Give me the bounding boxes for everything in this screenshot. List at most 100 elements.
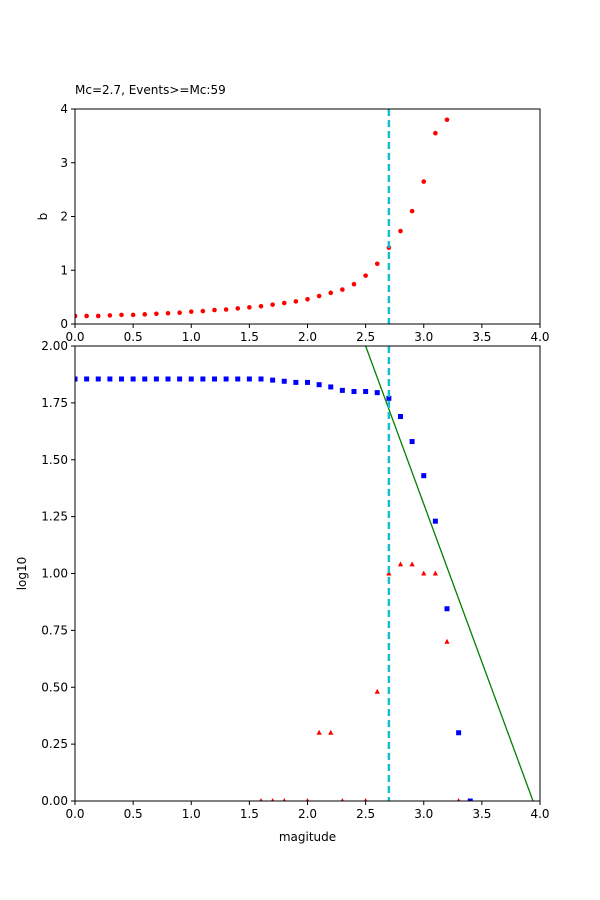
data-point-circle [340,287,345,292]
data-point-circle [235,306,241,311]
y-tick-label: 1.25 [41,510,68,524]
data-point-circle [281,300,287,306]
x-tick-label: 2.5 [356,807,375,821]
data-point-circle [293,299,299,304]
data-point-square [409,439,415,445]
data-point-circle [130,312,136,318]
y-axis-label: b [36,213,50,221]
data-point-square [305,379,310,385]
data-point-square [432,518,438,524]
y-tick-label: 2 [60,210,68,224]
data-point-triangle [316,729,322,735]
data-point-triangle [409,561,415,567]
y-tick-label: 0.75 [41,623,68,637]
data-point-circle [305,296,310,302]
plot-data-layer [75,117,450,319]
y-tick-label: 2.00 [41,339,68,353]
data-point-circle [119,312,124,318]
y-tick-label: 0.25 [41,737,68,751]
data-point-square [177,376,183,382]
data-point-square [153,376,159,382]
data-point-circle [75,313,78,319]
data-point-square [235,376,241,382]
x-tick-label: 2.5 [356,330,375,344]
data-point-square [398,414,403,420]
fit-line [365,346,534,801]
data-point-circle [247,305,252,310]
data-point-triangle [364,798,368,801]
y-tick-label: 1.75 [41,396,68,410]
x-tick-label: 1.5 [240,330,259,344]
data-point-triangle [305,798,310,801]
x-tick-label: 0.0 [65,330,84,344]
data-point-circle [188,309,194,314]
data-point-square [212,376,217,382]
x-tick-label: 0.5 [124,330,143,344]
data-point-square [421,473,427,479]
data-point-circle [398,228,403,234]
data-point-triangle [271,798,275,801]
y-tick-label: 0 [60,317,68,331]
data-point-triangle [259,798,263,801]
data-point-circle [142,312,148,317]
data-point-circle [95,313,101,319]
data-point-square [467,798,473,801]
data-point-circle [328,290,334,296]
data-point-circle [177,310,182,316]
x-tick-label: 1.5 [240,807,259,821]
y-tick-label: 1 [60,263,68,277]
y-axis-label: log10 [15,557,29,591]
x-tick-label: 0.0 [65,807,84,821]
data-point-circle [258,303,264,309]
x-tick-label: 0.5 [124,807,143,821]
data-point-square [258,376,264,382]
data-point-circle [223,307,229,312]
plot-area [75,109,540,324]
y-tick-label: 4 [60,102,68,116]
data-point-square [281,378,287,384]
plot-area [75,346,540,801]
data-point-square [107,376,113,382]
x-tick-label: 3.5 [472,330,491,344]
data-point-square [339,387,345,393]
data-point-square [75,376,78,382]
data-point-square [130,376,136,382]
data-point-square [119,376,124,382]
data-point-square [200,376,206,382]
x-axis-label: magitude [279,830,336,844]
data-point-square [456,730,462,736]
y-tick-label: 1.00 [41,567,68,581]
data-point-square [188,376,194,382]
x-tick-label: 3.0 [414,330,433,344]
data-point-circle [351,281,357,287]
data-point-circle [270,302,275,307]
x-tick-label: 3.5 [472,807,491,821]
data-point-circle [154,311,159,317]
x-tick-label: 4.0 [530,330,549,344]
data-point-triangle [444,638,450,644]
data-point-circle [421,179,427,184]
data-point-triangle [340,798,344,801]
data-point-circle [433,130,438,136]
data-point-circle [316,293,322,299]
chart-title: Mc=2.7, Events>=Mc:59 [75,83,226,97]
data-point-circle [363,273,368,278]
data-point-square [374,390,380,396]
y-tick-label: 3 [60,156,68,170]
top-b-value-plot: 0.0 0.5 1.0 1.5 2.0 2.5 3.0 3.5 4.0 0 1 2 3 4 b [36,102,550,344]
data-point-circle [374,261,380,267]
data-point-circle [212,307,217,313]
x-tick-label: 2.0 [298,330,317,344]
data-point-triangle [397,561,404,567]
x-tick-label: 1.0 [182,807,201,821]
y-tick-label: 0.50 [41,680,68,694]
data-point-square [444,606,450,612]
x-tick-label: 2.0 [298,807,317,821]
x-tick-label: 1.0 [182,330,201,344]
data-point-square [351,389,357,394]
data-point-circle [107,313,113,318]
data-point-square [165,376,171,382]
data-point-square [328,384,334,390]
data-point-circle [84,313,89,319]
